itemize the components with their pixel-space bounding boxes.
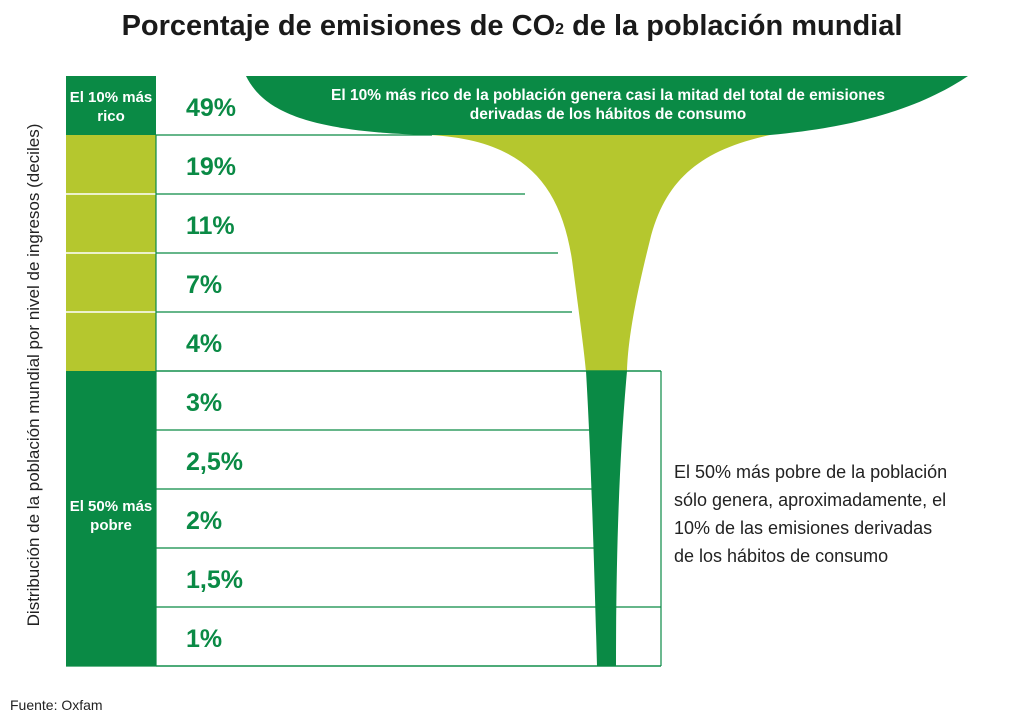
title-subscript: 2	[555, 21, 565, 38]
bottom-group-label: El 50% más pobre	[69, 498, 153, 534]
source-note: Fuente: Oxfam	[10, 697, 103, 713]
value-label-decile-4: 2,5%	[186, 448, 243, 476]
value-label-decile-7: 7%	[186, 271, 222, 299]
value-label-decile-6: 4%	[186, 330, 222, 358]
top-group-band	[66, 76, 156, 135]
title-text: Porcentaje de emisiones de CO	[121, 10, 556, 42]
bottom-group-band	[66, 371, 156, 666]
value-label-decile-1: 1%	[186, 625, 222, 653]
chart-title: Porcentaje de emisiones de CO2 de la pob…	[0, 10, 1024, 43]
top-group-label: El 10% más rico	[69, 89, 153, 125]
value-label-decile-8: 11%	[186, 212, 235, 240]
value-label-decile-5: 3%	[186, 389, 222, 417]
value-label-decile-9: 19%	[186, 153, 236, 181]
funnel-bottom-shape	[586, 371, 627, 666]
title-text-rest: de la población mundial	[564, 10, 903, 42]
value-label-decile-10: 49%	[186, 94, 236, 122]
bottom-annotation: El 50% más pobre de la población sólo ge…	[674, 462, 948, 566]
funnel-middle-shape	[430, 135, 770, 371]
top-annotation: El 10% más rico de la población genera c…	[331, 87, 885, 123]
value-label-decile-2: 1,5%	[186, 566, 243, 594]
funnel-top-shape	[246, 76, 968, 135]
value-label-decile-3: 2%	[186, 507, 222, 535]
